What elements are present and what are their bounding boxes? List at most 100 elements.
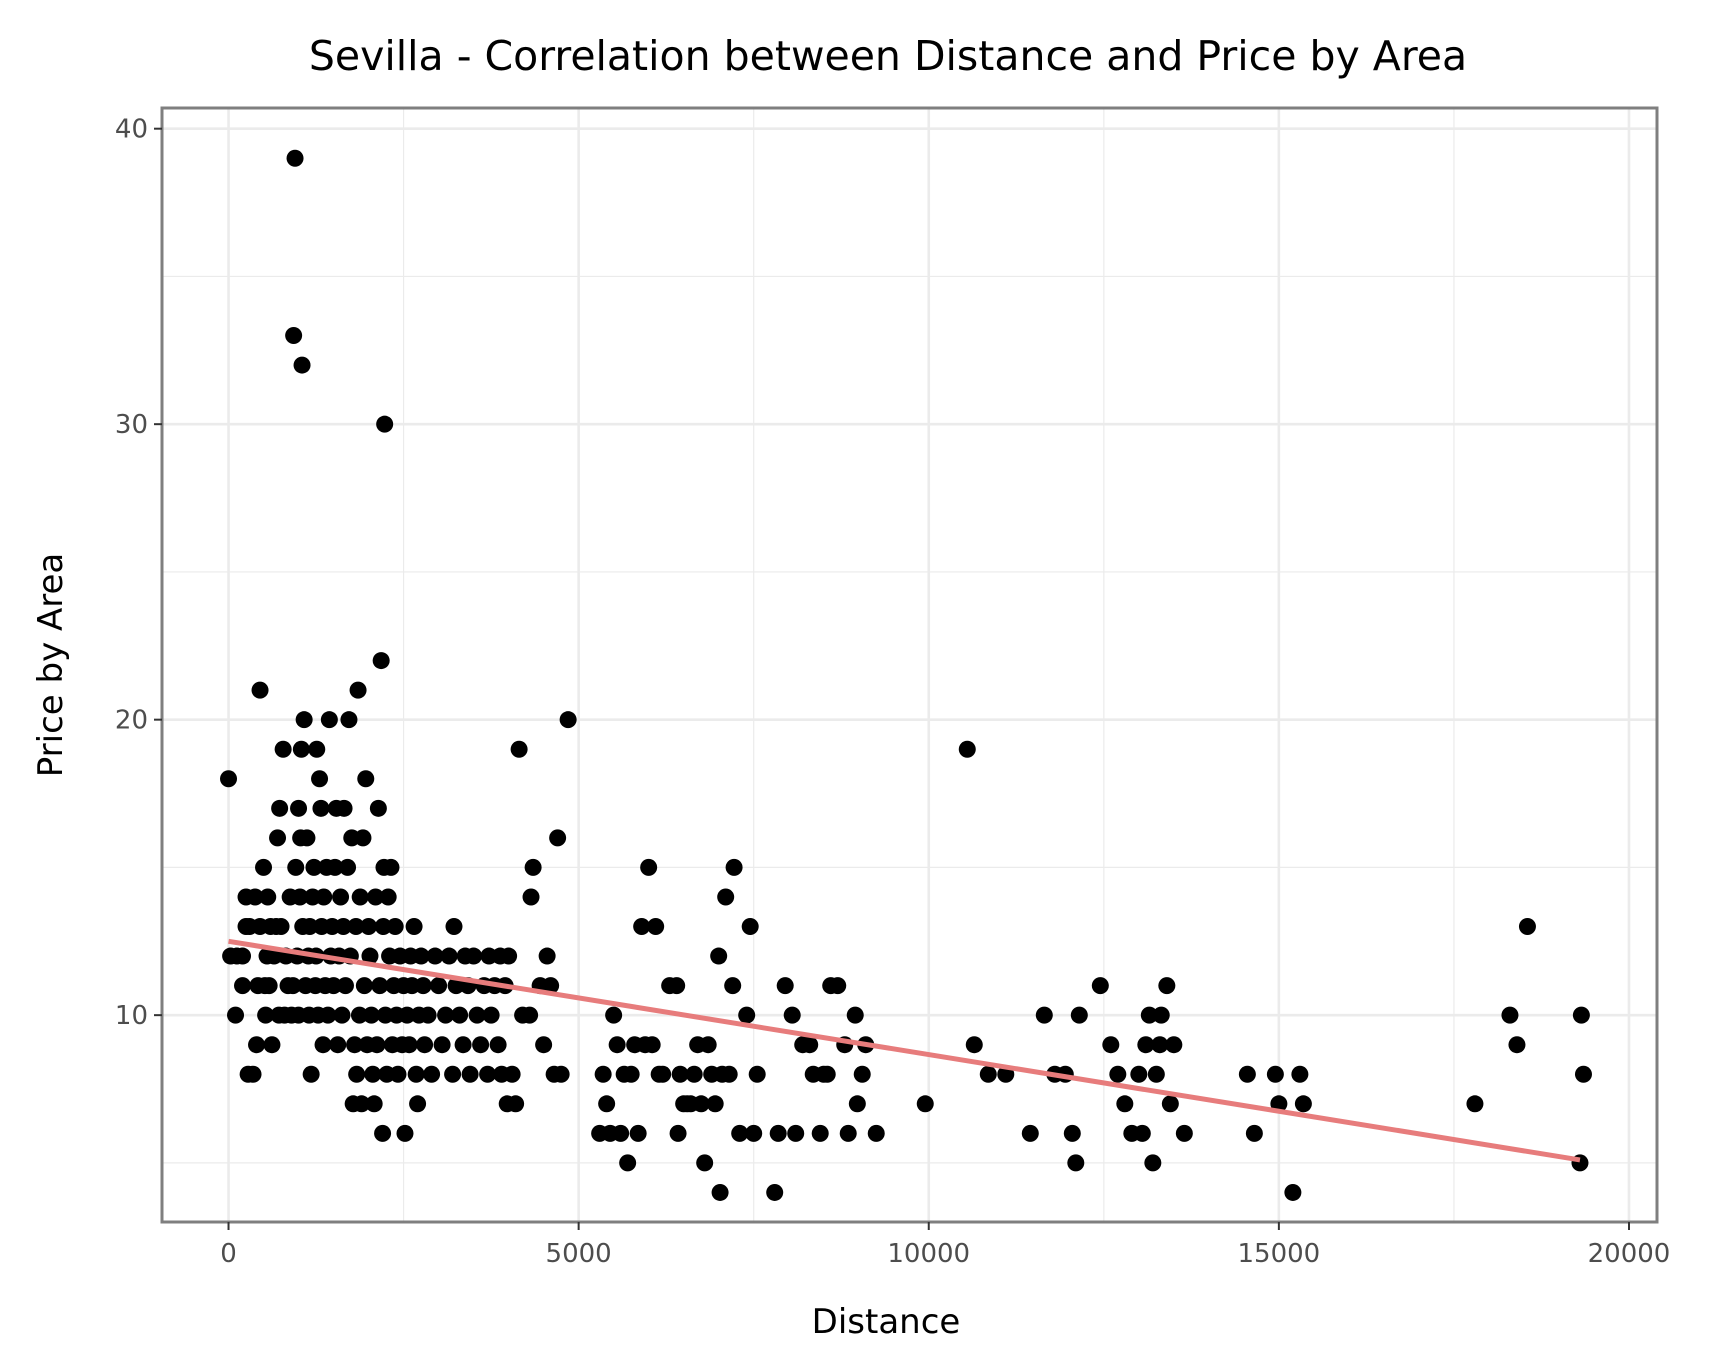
data-point [454, 1036, 472, 1054]
data-point [292, 740, 310, 758]
data-point [295, 711, 313, 729]
data-point [374, 918, 392, 936]
data-point [1152, 1006, 1170, 1024]
data-point [958, 740, 976, 758]
data-point [255, 858, 273, 876]
data-point [293, 356, 311, 374]
data-point [357, 770, 375, 788]
data-point [1291, 1065, 1309, 1083]
data-point [400, 1036, 418, 1054]
data-point [745, 1124, 763, 1142]
data-point [339, 858, 357, 876]
data-point [1067, 1154, 1085, 1172]
data-point [1508, 1036, 1526, 1054]
data-point [1091, 977, 1109, 995]
data-point [1284, 1183, 1302, 1201]
data-point [633, 918, 651, 936]
data-point [312, 799, 330, 817]
data-point [724, 977, 742, 995]
data-point [524, 858, 542, 876]
data-point [274, 740, 292, 758]
data-point [738, 1006, 756, 1024]
data-point [916, 1095, 934, 1113]
data-point [1130, 1065, 1148, 1083]
data-point [386, 918, 404, 936]
data-point [1063, 1124, 1081, 1142]
data-point [263, 1036, 281, 1054]
x-tick-label: 15000 [1238, 1239, 1321, 1269]
data-point [725, 858, 743, 876]
data-point [374, 1124, 392, 1142]
data-point [643, 1036, 661, 1054]
data-point [668, 977, 686, 995]
data-point [382, 858, 400, 876]
data-point [369, 799, 387, 817]
data-point [1137, 1036, 1155, 1054]
data-point [333, 1006, 351, 1024]
data-point [271, 799, 289, 817]
data-point [605, 1006, 623, 1024]
data-point [379, 888, 397, 906]
data-point [348, 1065, 366, 1083]
data-point [461, 1065, 479, 1083]
data-point [234, 977, 252, 995]
data-point [1165, 1036, 1183, 1054]
data-point [426, 947, 444, 965]
data-point [853, 1065, 871, 1083]
data-point [284, 977, 302, 995]
data-point [787, 1124, 805, 1142]
axis-ticks: 0 5000 10000 15000 20000 10 20 30 40 [115, 115, 1670, 1269]
data-point [451, 1006, 469, 1024]
data-point [696, 1154, 714, 1172]
data-point [1266, 1065, 1284, 1083]
data-point [285, 327, 303, 345]
data-point [1518, 918, 1536, 936]
data-point [552, 1065, 570, 1083]
data-point [260, 977, 278, 995]
data-point [1116, 1095, 1134, 1113]
data-point [407, 1065, 425, 1083]
data-point [619, 1154, 637, 1172]
data-point [440, 947, 458, 965]
data-point [839, 1124, 857, 1142]
data-point [594, 1065, 612, 1083]
data-point [522, 888, 540, 906]
data-point [409, 1095, 427, 1113]
data-point [433, 1036, 451, 1054]
data-point [244, 1065, 262, 1083]
data-point [372, 652, 390, 670]
data-point [234, 947, 252, 965]
x-axis-label: Distance [812, 1302, 961, 1342]
data-point [314, 1036, 332, 1054]
data-point [549, 829, 567, 847]
data-point [259, 888, 277, 906]
data-point [465, 947, 483, 965]
data-point [629, 1124, 647, 1142]
data-point [340, 711, 358, 729]
data-point [1501, 1006, 1519, 1024]
data-point [248, 1036, 266, 1054]
data-point [699, 1036, 717, 1054]
data-point [507, 1095, 525, 1113]
y-axis-label: Price by Area [31, 553, 71, 778]
data-point [354, 829, 372, 847]
data-point [731, 1124, 749, 1142]
data-point [416, 1036, 434, 1054]
data-point [1238, 1065, 1256, 1083]
data-point [398, 1006, 416, 1024]
data-point [445, 918, 463, 936]
data-point [349, 681, 367, 699]
data-point [301, 918, 319, 936]
data-point [389, 1065, 407, 1083]
data-point [298, 829, 316, 847]
x-tick-label: 5000 [546, 1239, 612, 1269]
trend-line-group [228, 938, 1581, 1163]
data-point [444, 1065, 462, 1083]
data-point [801, 1036, 819, 1054]
data-point [1147, 1065, 1165, 1083]
data-point [521, 1006, 539, 1024]
data-point [227, 1006, 245, 1024]
data-point [654, 1065, 672, 1083]
data-point [365, 1095, 383, 1113]
